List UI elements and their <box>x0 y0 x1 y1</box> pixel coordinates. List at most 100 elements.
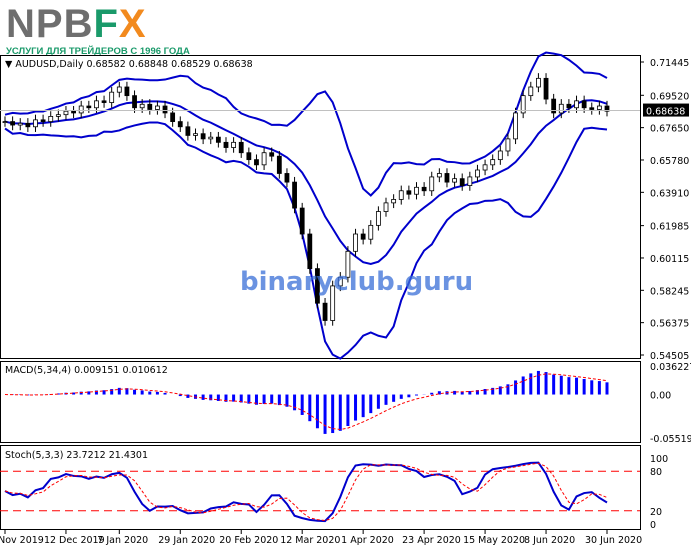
candle <box>185 126 191 136</box>
candle <box>513 112 518 140</box>
x-tick-label: 7 Jan 2020 <box>97 535 148 546</box>
candle <box>170 112 176 122</box>
npbfx-logo: NPBFX УСЛУГИ ДЛЯ ТРЕЙДЕРОВ С 1996 ГОДА <box>6 2 190 57</box>
candle <box>101 100 107 103</box>
candle <box>116 86 122 93</box>
candle <box>223 141 229 148</box>
candle <box>254 159 259 166</box>
x-tick-label: 12 Dec 2019 <box>44 535 105 546</box>
candle <box>505 138 511 152</box>
candle <box>353 233 358 252</box>
x-tick-label: 23 Apr 2020 <box>402 535 461 546</box>
y-tick-label: 0.67650 <box>650 124 689 135</box>
candle <box>261 152 267 166</box>
candle <box>337 276 343 287</box>
candle <box>276 155 282 174</box>
x-tick-label: 30 Jun 2020 <box>585 535 642 546</box>
candle <box>574 100 579 109</box>
candle <box>429 176 435 192</box>
candle <box>284 173 290 183</box>
x-tick-label: 29 Jan 2020 <box>158 535 215 546</box>
y-tick-label: 0.58245 <box>650 286 689 297</box>
candle <box>86 105 92 109</box>
stoch-y-label: 20 <box>650 507 662 518</box>
x-tick-label: 20 Feb 2020 <box>219 535 278 546</box>
candle <box>490 159 496 166</box>
candle <box>452 178 457 183</box>
candle <box>246 152 252 161</box>
candle <box>78 105 84 114</box>
macd-title: MACD(5,34,4) 0.009151 0.010612 <box>5 365 168 376</box>
candle <box>497 150 503 161</box>
candle <box>33 119 38 128</box>
candle <box>520 95 526 114</box>
price-panel <box>0 55 641 359</box>
candle <box>177 121 183 128</box>
candle <box>475 169 480 178</box>
x-tick-label: 8 Jun 2020 <box>524 535 575 546</box>
candle <box>193 133 198 136</box>
candle <box>200 133 206 140</box>
y-tick-label: 0.71445 <box>650 58 689 69</box>
candle <box>551 98 557 114</box>
candle <box>132 95 137 109</box>
candle <box>581 100 587 109</box>
candle <box>238 141 244 154</box>
candle <box>459 178 465 186</box>
candle <box>436 173 442 178</box>
candle <box>589 107 595 110</box>
candle <box>398 190 404 200</box>
candle <box>147 103 153 110</box>
y-tick-label: 0.65780 <box>650 156 689 167</box>
lower-band <box>4 121 608 360</box>
price-title: ▼ AUDUSD,Daily 0.68582 0.68848 0.68529 0… <box>5 59 253 70</box>
candle <box>307 233 313 270</box>
candle <box>124 86 130 97</box>
candle <box>315 268 320 304</box>
candle <box>292 181 297 209</box>
x-tick-label: 1 Apr 2020 <box>341 535 394 546</box>
y-tick-label: 0.54505 <box>650 351 689 362</box>
candle <box>360 233 366 240</box>
candle <box>596 105 602 110</box>
candle <box>55 114 61 117</box>
candle <box>109 91 115 103</box>
candle <box>231 141 237 148</box>
x-tick-label: 15 May 2020 <box>463 535 525 546</box>
candle <box>566 103 572 109</box>
candle <box>543 77 549 100</box>
candle <box>10 121 16 126</box>
stoch-signal-line <box>4 462 608 522</box>
candle <box>94 100 99 109</box>
macd-y-label: 0.00 <box>650 391 671 402</box>
candle <box>536 77 541 88</box>
candle <box>528 86 534 97</box>
candle <box>368 224 374 240</box>
logo-subtitle: УСЛУГИ ДЛЯ ТРЕЙДЕРОВ С 1996 ГОДА <box>6 46 190 57</box>
y-tick-label: 0.69520 <box>650 91 689 102</box>
stoch-y-label: 0 <box>650 520 656 531</box>
candle <box>2 121 8 123</box>
last-price-box <box>643 103 689 117</box>
macd-panel <box>0 361 641 443</box>
candle <box>558 103 564 114</box>
stoch-title: Stoch(5,3,3) 23.7212 21.4301 <box>5 450 148 461</box>
candle <box>299 207 305 235</box>
y-tick-label: 0.60115 <box>650 254 689 265</box>
macd-y-label: 0.036227 <box>650 362 691 373</box>
candle <box>414 186 419 195</box>
candle <box>208 136 214 140</box>
candle <box>345 250 351 278</box>
candle <box>269 152 275 157</box>
last-price-label: 0.68638 <box>646 107 685 118</box>
y-tick-label: 0.61985 <box>650 222 689 233</box>
candle <box>406 190 412 195</box>
candle <box>421 186 427 192</box>
candle <box>391 199 397 204</box>
candle <box>482 164 488 171</box>
macd-signal-line <box>4 373 608 430</box>
candle <box>139 103 145 109</box>
candle <box>330 285 336 321</box>
